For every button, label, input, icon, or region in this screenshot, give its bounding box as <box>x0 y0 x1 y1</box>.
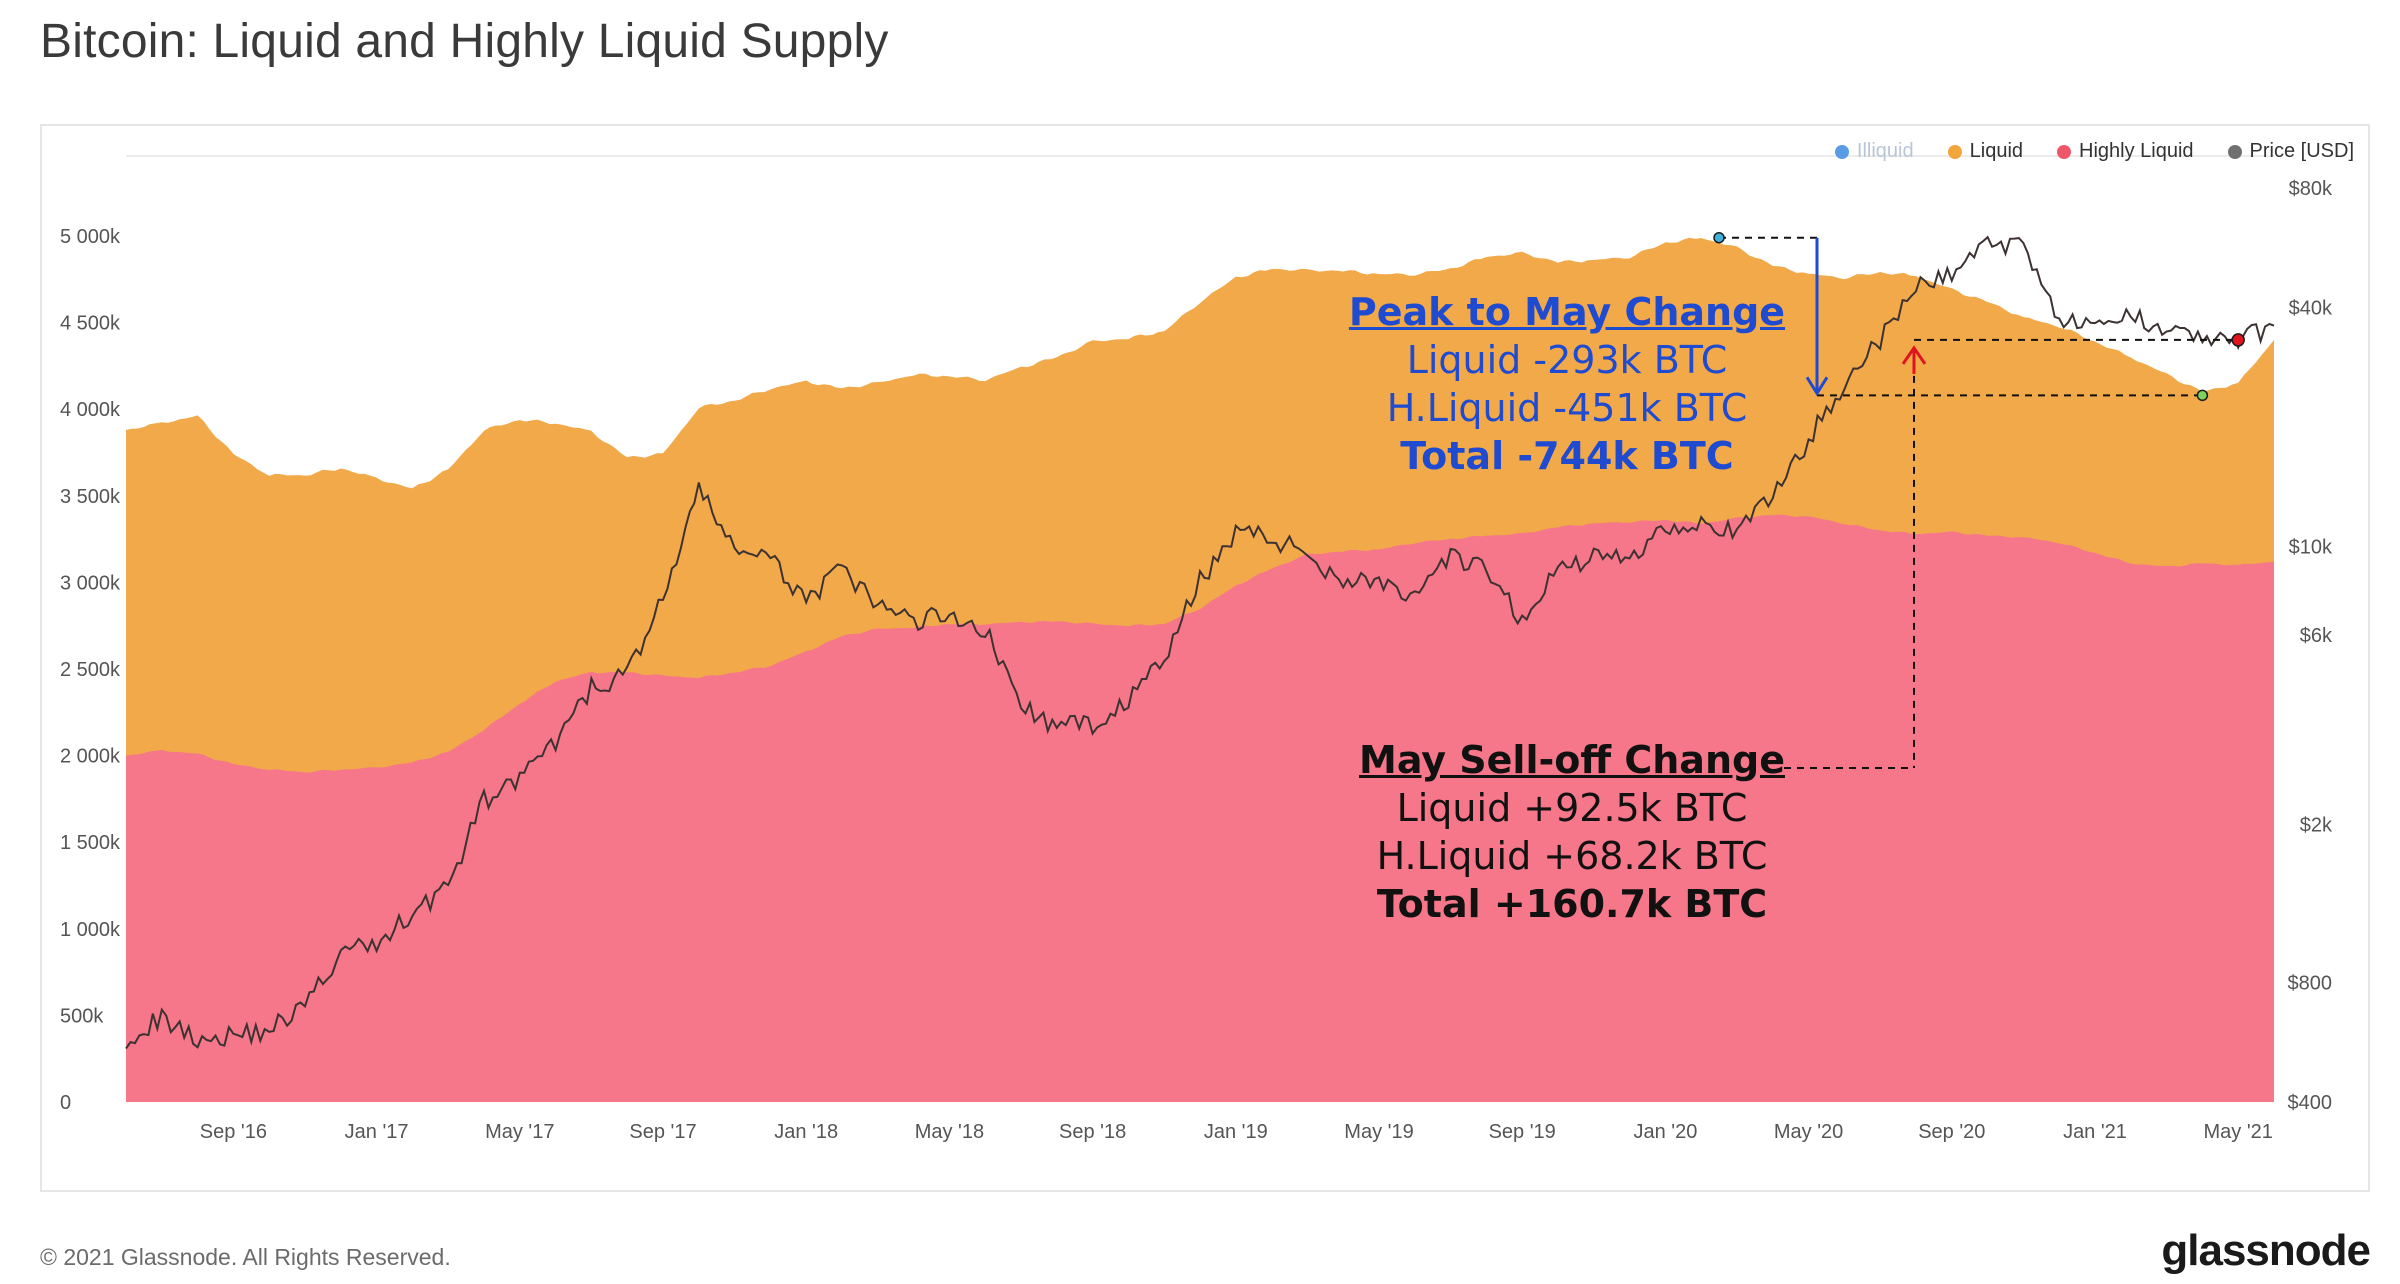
x-tick-label: Jan '20 <box>1633 1121 1697 1143</box>
legend-label: Price [USD] <box>2249 140 2354 162</box>
legend-label: Highly Liquid <box>2079 140 2194 162</box>
y-left-tick-label: 500k <box>60 1005 104 1027</box>
annotation-heading: Peak to May Change <box>1348 290 1786 334</box>
x-tick-label: Sep '20 <box>1918 1121 1985 1143</box>
x-tick-label: Sep '19 <box>1489 1121 1556 1143</box>
may-selloff-annotation: May Sell-off Change Liquid +92.5k BTC H.… <box>1302 736 1842 928</box>
annotation-heading: May Sell-off Change <box>1359 738 1785 782</box>
y-left-tick-label: 1 500k <box>60 832 121 854</box>
x-tick-label: Jan '18 <box>774 1121 838 1143</box>
y-left-tick-label: 4 000k <box>60 399 121 421</box>
y-right-tick-label: $6k <box>2300 625 2333 647</box>
x-axis: Sep '16 Jan '17 May '17 Sep '17 Jan '18 May '… <box>200 1121 2273 1143</box>
x-tick-label: May '17 <box>485 1121 554 1143</box>
y-left-tick-label: 3 500k <box>60 486 121 508</box>
y-left-tick-label: 4 500k <box>60 313 121 335</box>
annotation-total: Total +160.7k BTC <box>1376 882 1768 926</box>
y-left-tick-label: 2 000k <box>60 746 121 768</box>
y-right-tick-label: $80k <box>2289 178 2333 200</box>
x-tick-label: May '21 <box>2203 1121 2272 1143</box>
y-left-tick-label: 3 000k <box>60 572 121 594</box>
may-low-marker <box>2196 389 2209 402</box>
peak-to-may-annotation: Peak to May Change Liquid -293k BTC H.Li… <box>1312 288 1822 480</box>
x-tick-label: Sep '16 <box>200 1121 267 1143</box>
annotation-overlay <box>1713 231 2245 769</box>
legend-item-liquid[interactable]: Liquid <box>1947 140 2024 163</box>
highly-liquid-area <box>126 514 2274 1102</box>
x-tick-label: May '19 <box>1344 1121 1413 1143</box>
peak-marker <box>1713 231 1725 244</box>
y-left-axis: 0 500k 1 000k 1 500k 2 000k 2 500k 3 000k 3 500… <box>60 226 121 1114</box>
x-tick-label: Jan '21 <box>2063 1121 2127 1143</box>
legend-item-illiquid[interactable]: Illiquid <box>1834 140 1914 163</box>
annotation-liquid: Liquid -293k BTC <box>1406 338 1728 382</box>
legend-item-highly-liquid[interactable]: Highly Liquid <box>2057 140 2194 163</box>
y-left-tick-label: 2 500k <box>60 659 121 681</box>
annotation-total: Total -744k BTC <box>1400 434 1734 478</box>
x-tick-label: May '18 <box>915 1121 984 1143</box>
chart-legend: Illiquid Liquid Highly Liquid Price [USD… <box>1834 140 2354 163</box>
legend-dot-icon <box>2227 144 2242 159</box>
y-right-tick-label: $400 <box>2288 1092 2333 1114</box>
x-tick-label: Jan '17 <box>345 1121 409 1143</box>
x-tick-label: May '20 <box>1774 1121 1843 1143</box>
x-tick-label: Sep '17 <box>629 1121 696 1143</box>
legend-dot-icon <box>1947 144 1962 159</box>
y-right-tick-label: $10k <box>2289 537 2333 559</box>
price-line <box>125 235 2275 1050</box>
legend-dot-icon <box>1834 144 1849 159</box>
x-tick-label: Jan '19 <box>1204 1121 1268 1143</box>
annotation-hliquid: H.Liquid +68.2k BTC <box>1376 834 1768 878</box>
footer-logo[interactable]: glassnode <box>2161 1226 2371 1275</box>
x-tick-label: Sep '18 <box>1059 1121 1126 1143</box>
footer-copyright: © 2021 Glassnode. All Rights Reserved. <box>40 1244 451 1270</box>
page-title: Bitcoin: Liquid and Highly Liquid Supply <box>40 15 889 68</box>
y-right-tick-label: $2k <box>2300 814 2333 836</box>
legend-label: Liquid <box>1969 140 2024 162</box>
y-right-axis: $400 $800 $2k $6k $10k $40k $80k <box>2288 178 2333 1114</box>
y-left-tick-label: 1 000k <box>60 919 121 941</box>
arrow-head-down-icon <box>1805 376 1829 397</box>
y-right-tick-label: $800 <box>2288 972 2333 994</box>
may-end-marker <box>2231 333 2245 347</box>
y-left-tick-label: 0 <box>60 1092 71 1114</box>
y-right-tick-label: $40k <box>2289 298 2333 320</box>
legend-item-price[interactable]: Price [USD] <box>2227 140 2354 163</box>
y-left-tick-label: 5 000k <box>60 226 121 248</box>
annotation-hliquid: H.Liquid -451k BTC <box>1386 386 1748 430</box>
legend-dot-icon <box>2057 144 2072 159</box>
legend-label: Illiquid <box>1856 140 1914 162</box>
annotation-liquid: Liquid +92.5k BTC <box>1396 786 1748 830</box>
